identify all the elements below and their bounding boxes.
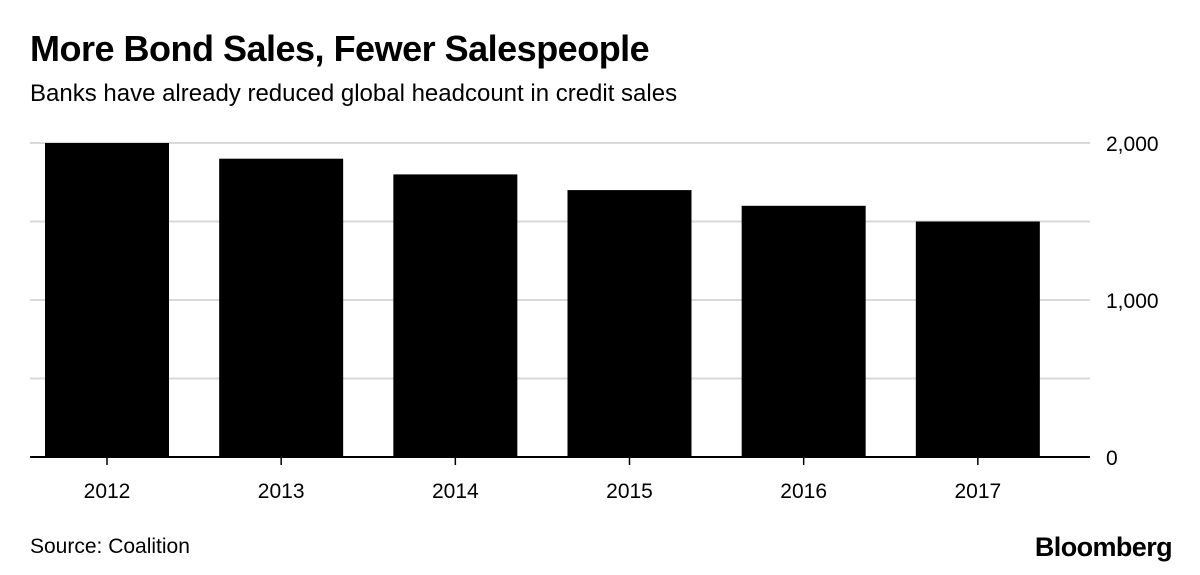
- x-tick-label-2014: 2014: [432, 480, 479, 503]
- y-tick-label-1000: 1,000: [1106, 290, 1159, 313]
- x-tick-label-2016: 2016: [780, 480, 827, 503]
- gridlines: [30, 142, 1090, 380]
- x-tick-label-2017: 2017: [954, 480, 1001, 503]
- x-axis-labels: 2012 2013 2014 2015 2016 2017: [84, 480, 1002, 503]
- chart-title: More Bond Sales, Fewer Salespeople: [30, 28, 650, 69]
- x-axis: [30, 456, 1090, 465]
- y-axis-labels: 0 1,000 2,000: [1106, 133, 1159, 470]
- chart-subtitle: Banks have already reduced global headco…: [30, 80, 678, 107]
- x-tick-label-2015: 2015: [606, 480, 653, 503]
- x-tick-label-2013: 2013: [258, 480, 305, 503]
- bar-2013: [219, 158, 344, 457]
- bar-2015: [567, 190, 692, 457]
- bar-2016: [741, 205, 866, 457]
- source-note: Source: Coalition: [30, 535, 190, 558]
- bloomberg-logo: Bloomberg: [1034, 532, 1173, 562]
- y-tick-label-0: 0: [1106, 447, 1118, 470]
- x-tick-label-2012: 2012: [84, 480, 131, 503]
- bar-2014: [393, 174, 518, 457]
- y-tick-label-2000: 2,000: [1106, 133, 1159, 156]
- bar-2012: [45, 143, 169, 457]
- bars: [45, 143, 1040, 457]
- bar-2017: [915, 221, 1040, 457]
